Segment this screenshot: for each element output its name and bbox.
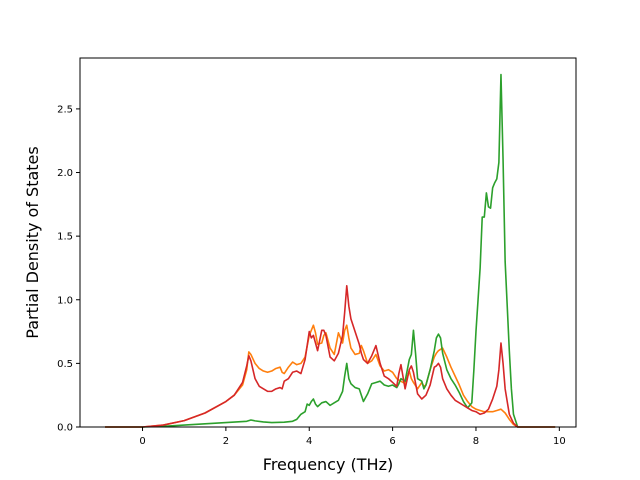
y-tick-label: 1.5 bbox=[57, 232, 73, 243]
y-axis: 0.0 0.5 1.0 1.5 2.0 2.5 bbox=[57, 104, 80, 434]
x-axis: 0 2 4 6 8 10 bbox=[139, 427, 566, 447]
series-line-2 bbox=[105, 73, 556, 428]
y-tick-label: 2.5 bbox=[57, 104, 73, 115]
y-tick-label: 1.0 bbox=[57, 295, 73, 306]
x-tick-label: 10 bbox=[553, 436, 566, 447]
x-tick-label: 8 bbox=[473, 436, 479, 447]
x-tick-label: 6 bbox=[389, 436, 395, 447]
x-tick-label: 0 bbox=[139, 436, 145, 447]
series-lines bbox=[105, 73, 556, 428]
plot-frame bbox=[79, 57, 577, 428]
y-tick-label: 0.5 bbox=[57, 359, 73, 370]
x-axis-label: Frequency (THz) bbox=[263, 455, 393, 474]
series-line-1 bbox=[105, 324, 556, 428]
y-tick-label: 0.0 bbox=[57, 423, 73, 434]
series-line-3 bbox=[105, 284, 556, 428]
y-axis-label: Partial Density of States bbox=[23, 146, 42, 338]
y-tick-label: 2.0 bbox=[57, 168, 73, 179]
x-tick-label: 2 bbox=[223, 436, 229, 447]
x-tick-label: 4 bbox=[306, 436, 312, 447]
